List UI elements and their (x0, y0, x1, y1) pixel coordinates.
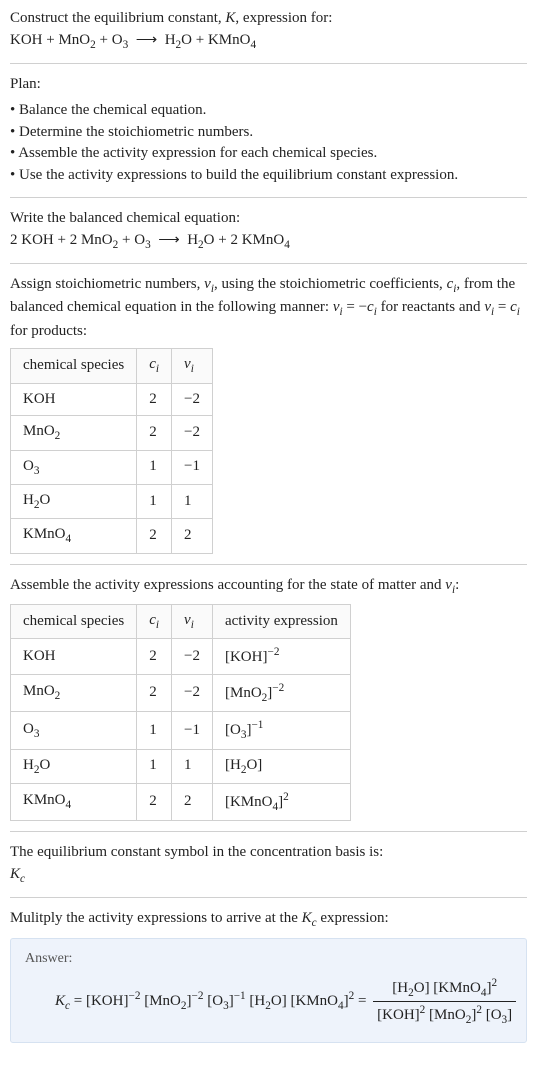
v-cell: −2 (172, 416, 213, 450)
intro-equation: KOH + MnO2 + O3 ⟶ H2O + KMnO4 (10, 32, 256, 48)
c-cell: 2 (137, 783, 172, 820)
species-cell: MnO2 (11, 674, 137, 711)
table-row: KMnO4 2 2 [KMnO4]2 (11, 783, 351, 820)
basis-symbol: Kc (10, 866, 25, 882)
table-row: MnO2 2 −2 (11, 416, 213, 450)
table-header: νi (172, 604, 213, 638)
table-row: H2O 1 1 (11, 484, 213, 518)
basis-text: The equilibrium constant symbol in the c… (10, 844, 383, 860)
plan-item: Use the activity expressions to build th… (10, 165, 527, 187)
table-row: KMnO4 2 2 (11, 519, 213, 553)
separator (10, 63, 527, 64)
species-cell: KOH (11, 383, 137, 416)
balanced-heading: Write the balanced chemical equation: (10, 210, 240, 226)
plan-block: Plan: Balance the chemical equation. Det… (10, 74, 527, 187)
fraction-denominator: [KOH]2 [MnO2]2 [O3] (373, 1002, 516, 1028)
v-cell: −2 (172, 383, 213, 416)
table-row: KOH 2 −2 (11, 383, 213, 416)
c-cell: 2 (137, 383, 172, 416)
table-row: H2O 1 1 [H2O] (11, 749, 351, 783)
intro-text-a: Construct the equilibrium constant, (10, 10, 225, 26)
plan-list: Balance the chemical equation. Determine… (10, 100, 527, 187)
intro-K: K (225, 10, 235, 26)
separator (10, 197, 527, 198)
c-cell: 1 (137, 450, 172, 484)
table-header: νi (172, 349, 213, 383)
separator (10, 831, 527, 832)
activity-cell: [H2O] (212, 749, 350, 783)
table-header-row: chemical species ci νi (11, 349, 213, 383)
table-row: KOH 2 −2 [KOH]−2 (11, 639, 351, 675)
table-header: ci (137, 604, 172, 638)
stoichiometry-table: chemical species ci νi KOH 2 −2 MnO2 2 −… (10, 348, 213, 553)
answer-lhs: Kc = [KOH]−2 [MnO2]−2 [O3]−1 [H2O] [KMnO… (55, 993, 370, 1009)
activity-cell: [MnO2]−2 (212, 674, 350, 711)
table-row: MnO2 2 −2 [MnO2]−2 (11, 674, 351, 711)
activity-cell: [KMnO4]2 (212, 783, 350, 820)
answer-box: Answer: Kc = [KOH]−2 [MnO2]−2 [O3]−1 [H2… (10, 938, 527, 1044)
separator (10, 263, 527, 264)
table-header: ci (137, 349, 172, 383)
v-cell: −2 (172, 639, 213, 675)
answer-fraction: [H2O] [KMnO4]2[KOH]2 [MnO2]2 [O3] (370, 975, 519, 1029)
table-header: activity expression (212, 604, 350, 638)
multiply-block: Mulitply the activity expressions to arr… (10, 908, 527, 931)
c-cell: 2 (137, 519, 172, 553)
intro-block: Construct the equilibrium constant, K, e… (10, 8, 527, 53)
plan-item: Assemble the activity expression for eac… (10, 143, 527, 165)
activity-table: chemical species ci νi activity expressi… (10, 604, 351, 821)
table-header-row: chemical species ci νi activity expressi… (11, 604, 351, 638)
activity-cell: [KOH]−2 (212, 639, 350, 675)
c-cell: 1 (137, 712, 172, 749)
plan-item: Determine the stoichiometric numbers. (10, 122, 527, 144)
c-cell: 2 (137, 416, 172, 450)
answer-label: Answer: (25, 949, 512, 969)
c-cell: 1 (137, 484, 172, 518)
balanced-equation: 2 KOH + 2 MnO2 + O3 ⟶ H2O + 2 KMnO4 (10, 232, 290, 248)
v-cell: 2 (172, 783, 213, 820)
species-cell: O3 (11, 450, 137, 484)
c-cell: 2 (137, 639, 172, 675)
fraction-numerator: [H2O] [KMnO4]2 (373, 975, 516, 1002)
separator (10, 897, 527, 898)
v-cell: 1 (172, 484, 213, 518)
answer-equation: Kc = [KOH]−2 [MnO2]−2 [O3]−1 [H2O] [KMnO… (55, 975, 512, 1029)
basis-block: The equilibrium constant symbol in the c… (10, 842, 527, 887)
v-cell: 2 (172, 519, 213, 553)
c-cell: 2 (137, 674, 172, 711)
table-header: chemical species (11, 604, 137, 638)
activity-cell: [O3]−1 (212, 712, 350, 749)
v-cell: −1 (172, 712, 213, 749)
species-cell: KMnO4 (11, 783, 137, 820)
plan-heading: Plan: (10, 76, 41, 92)
plan-item: Balance the chemical equation. (10, 100, 527, 122)
assemble-block: Assemble the activity expressions accoun… (10, 575, 527, 598)
balanced-block: Write the balanced chemical equation: 2 … (10, 208, 527, 253)
species-cell: KMnO4 (11, 519, 137, 553)
c-cell: 1 (137, 749, 172, 783)
separator (10, 564, 527, 565)
intro-text-b: , expression for: (235, 10, 332, 26)
v-cell: −2 (172, 674, 213, 711)
table-row: O3 1 −1 (11, 450, 213, 484)
v-cell: −1 (172, 450, 213, 484)
species-cell: MnO2 (11, 416, 137, 450)
table-header: chemical species (11, 349, 137, 383)
species-cell: KOH (11, 639, 137, 675)
species-cell: H2O (11, 749, 137, 783)
assign-block: Assign stoichiometric numbers, νi, using… (10, 274, 527, 342)
species-cell: H2O (11, 484, 137, 518)
table-row: O3 1 −1 [O3]−1 (11, 712, 351, 749)
v-cell: 1 (172, 749, 213, 783)
species-cell: O3 (11, 712, 137, 749)
